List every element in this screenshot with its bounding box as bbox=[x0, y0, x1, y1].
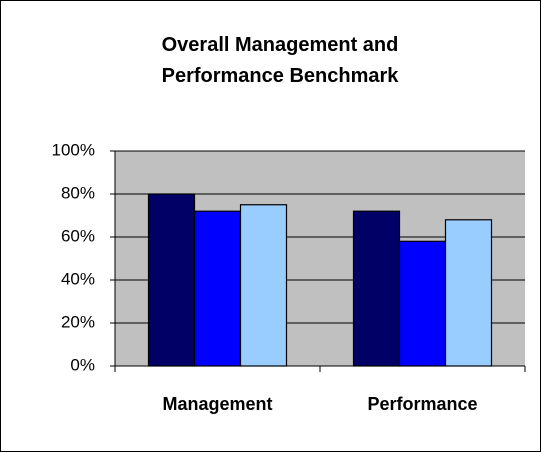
y-tick-label: 100% bbox=[52, 140, 95, 159]
bar bbox=[352, 210, 401, 367]
y-tick-label: 40% bbox=[61, 269, 95, 288]
bar bbox=[444, 219, 493, 367]
chart-title: Overall Management and Performance Bench… bbox=[161, 34, 399, 87]
bar bbox=[398, 240, 447, 367]
bar bbox=[147, 193, 196, 367]
x-tick-label: Performance bbox=[367, 394, 477, 414]
y-tick-label: 60% bbox=[61, 226, 95, 245]
y-tick-label: 0% bbox=[70, 355, 95, 374]
x-tick-label: Management bbox=[162, 394, 272, 414]
bar bbox=[239, 204, 288, 367]
y-tick-label: 80% bbox=[61, 183, 95, 202]
bar bbox=[193, 210, 242, 367]
y-tick-label: 20% bbox=[61, 312, 95, 331]
